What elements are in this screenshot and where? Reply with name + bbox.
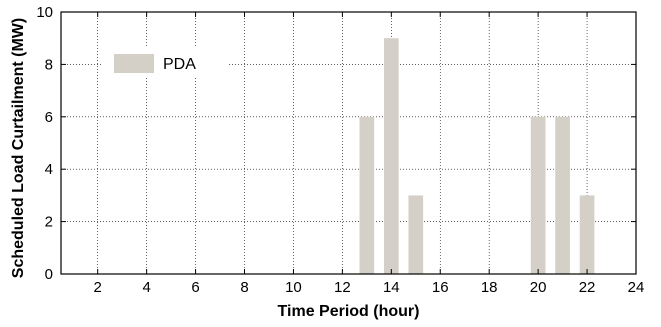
bar-15 xyxy=(408,195,424,274)
x-tick-label: 22 xyxy=(579,279,596,296)
x-tick-label: 8 xyxy=(240,279,248,296)
y-tick-label: 6 xyxy=(45,109,53,126)
x-tick-label: 20 xyxy=(530,279,547,296)
legend-swatch xyxy=(114,54,154,73)
bar-20 xyxy=(530,116,546,274)
bar-22 xyxy=(579,195,595,274)
legend: PDA xyxy=(102,48,228,78)
x-tick-label: 24 xyxy=(628,279,645,296)
bar-13 xyxy=(359,116,375,274)
x-tick-label: 6 xyxy=(191,279,199,296)
x-axis-title: Time Period (hour) xyxy=(278,303,420,320)
legend-label: PDA xyxy=(163,56,196,73)
x-tick-label: 10 xyxy=(285,279,302,296)
bar-14 xyxy=(383,38,399,275)
plot-frame xyxy=(60,11,637,275)
x-tick-label: 14 xyxy=(383,279,400,296)
y-tick-label: 8 xyxy=(45,56,53,73)
x-tick-label: 4 xyxy=(142,279,150,296)
y-axis-title: Scheduled Load Curtailment (MW) xyxy=(10,18,27,278)
y-tick-label: 10 xyxy=(36,4,53,21)
x-tick-label: 12 xyxy=(334,279,351,296)
x-tick-label: 16 xyxy=(432,279,449,296)
y-tick-label: 4 xyxy=(45,161,53,178)
y-tick-label: 2 xyxy=(45,214,53,231)
x-tick-label: 18 xyxy=(481,279,498,296)
x-tick-label: 2 xyxy=(94,279,102,296)
bars-group xyxy=(359,38,595,275)
bar-21 xyxy=(555,116,570,274)
y-tick-label: 0 xyxy=(45,266,53,283)
